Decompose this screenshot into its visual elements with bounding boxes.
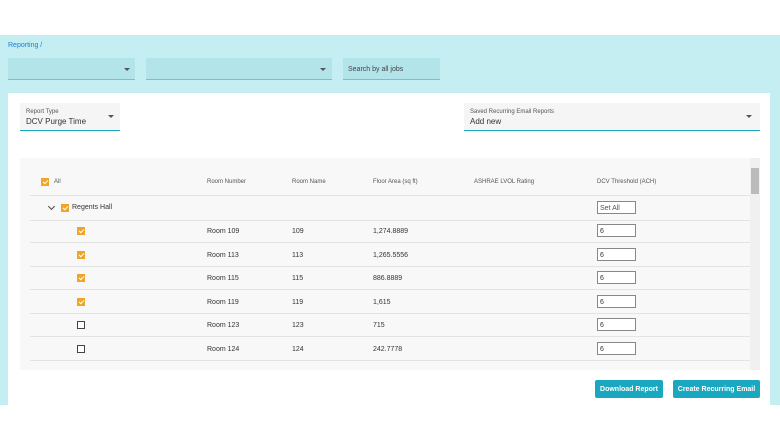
row-divider [30, 265, 750, 267]
row-checkbox[interactable] [77, 321, 85, 329]
field-label: Saved Recurring Email Reports [470, 109, 555, 115]
threshold-input[interactable]: 6 [597, 294, 636, 308]
column-header: Floor Area (sq ft) [373, 179, 418, 185]
threshold-input[interactable]: 6 [597, 271, 636, 284]
threshold-input[interactable]: 6 [597, 224, 636, 237]
search-field[interactable]: Search by all jobs [343, 58, 440, 80]
room-name: 113 [292, 251, 304, 259]
row-divider [30, 242, 750, 243]
filter-dropdown[interactable] [8, 58, 135, 80]
row-checkbox[interactable] [77, 227, 85, 235]
group-name: Regents Hall [72, 204, 113, 211]
room-number: Room 119 [207, 298, 239, 306]
search-placeholder: Search by all jobs [348, 66, 404, 73]
floor-area: 715 [373, 322, 385, 329]
floor-area: 1,615 [373, 298, 391, 306]
threshold-input[interactable]: 6 [597, 247, 636, 261]
room-name: 124 [292, 345, 304, 353]
floor-area: 242.7778 [373, 345, 403, 353]
field-value: Add new [470, 117, 502, 126]
row-checkbox[interactable] [77, 250, 85, 259]
row-checkbox[interactable] [77, 274, 85, 282]
row-divider [30, 289, 750, 290]
field-value: DCV Purge Time [26, 117, 87, 126]
row-divider [30, 336, 750, 337]
group-checkbox[interactable] [61, 204, 69, 212]
room-name: 109 [292, 228, 304, 235]
room-table: All Room Number Room Name Floor Area (sq ft… [20, 158, 760, 370]
download-button[interactable]: Download Report [595, 380, 663, 398]
room-name: 123 [292, 322, 304, 329]
row-checkbox[interactable] [77, 344, 85, 353]
expand-chevron[interactable] [47, 202, 56, 211]
column-header: DCV Threshold (ACH) [597, 179, 657, 185]
row-checkbox[interactable] [77, 297, 85, 306]
row-divider [30, 195, 750, 196]
set-all-input[interactable]: Set All [597, 201, 636, 214]
breadcrumb[interactable]: Reporting / [8, 42, 43, 49]
room-number: Room 123 [207, 322, 240, 329]
field-label: Report Type [26, 109, 59, 115]
floor-area: 886.8889 [373, 275, 403, 282]
threshold-input[interactable]: 6 [597, 341, 636, 355]
room-number: Room 113 [207, 251, 239, 259]
room-number: Room 109 [207, 228, 240, 235]
room-number: Room 115 [207, 275, 239, 282]
filter-dropdown[interactable] [146, 58, 332, 80]
column-header: ASHRAE LVOL Rating [474, 179, 535, 185]
scrollbar[interactable] [750, 158, 760, 370]
column-header: All [54, 179, 61, 185]
select-all-checkbox[interactable] [41, 178, 49, 186]
floor-area: 1,274.8889 [373, 228, 409, 235]
column-header: Room Number [207, 179, 247, 185]
row-divider [30, 312, 750, 314]
row-divider [30, 220, 750, 221]
room-name: 119 [292, 298, 304, 306]
row-divider [30, 359, 750, 361]
saved-reports-select[interactable]: Saved Recurring Email Reports Add new [464, 103, 760, 131]
floor-area: 1,265.5556 [373, 251, 409, 259]
room-name: 115 [292, 275, 304, 282]
create-email-button[interactable]: Create Recurring Email [673, 380, 760, 398]
report-type-select[interactable]: Report Type DCV Purge Time [20, 103, 120, 131]
threshold-input[interactable]: 6 [597, 318, 636, 331]
column-header: Room Name [292, 179, 326, 185]
room-number: Room 124 [207, 345, 240, 353]
